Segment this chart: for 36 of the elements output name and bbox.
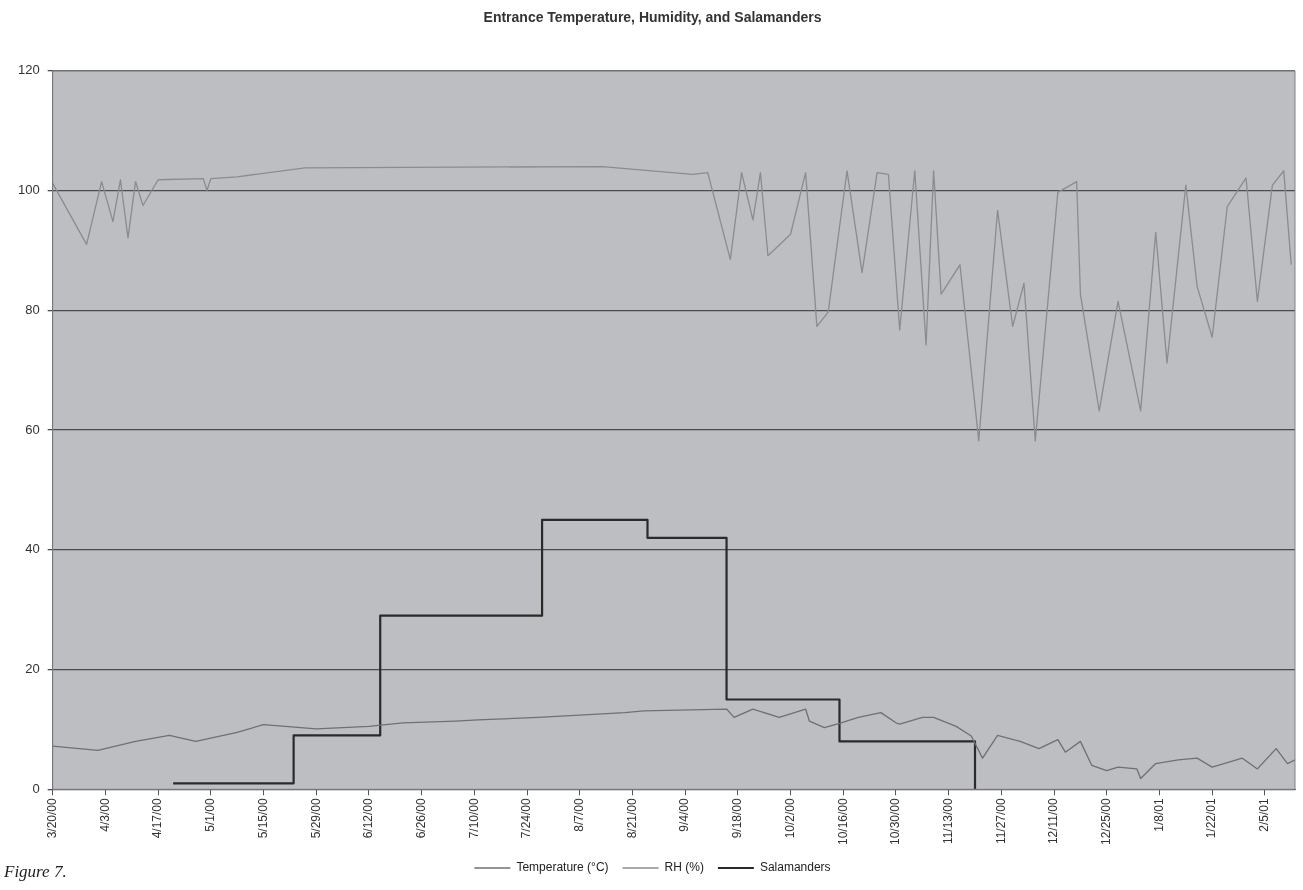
x-tick-label: 9/4/00 — [677, 797, 692, 832]
x-tick-label: 10/16/00 — [835, 797, 850, 846]
y-tick-label: 120 — [17, 62, 40, 78]
caption: Figure 7. — [4, 862, 67, 882]
legend-label: Temperature (°C) — [516, 860, 609, 875]
y-tick-label: 0 — [32, 780, 40, 796]
y-tick-label: 60 — [25, 421, 40, 437]
x-tick-label: 12/11/00 — [1046, 797, 1061, 845]
x-tick-label: 8/7/00 — [572, 797, 587, 832]
y-tick-label: 100 — [17, 182, 40, 198]
x-tick-label: 7/24/00 — [519, 797, 534, 839]
x-tick-label: 5/1/00 — [203, 797, 218, 832]
y-tick-label: 40 — [25, 541, 40, 557]
x-tick-label: 7/10/00 — [466, 797, 481, 839]
x-tick-label: 11/27/00 — [993, 797, 1008, 845]
x-tick-label: 10/30/00 — [888, 797, 903, 846]
x-tick-label: 11/13/00 — [940, 797, 955, 845]
x-tick-label: 5/29/00 — [308, 797, 323, 839]
x-tick-label: 10/2/00 — [782, 797, 797, 839]
x-tick-label: 4/3/00 — [97, 797, 112, 832]
legend-label: Salamanders — [759, 860, 831, 875]
x-tick-label: 1/22/01 — [1204, 797, 1219, 839]
x-tick-label: 12/25/00 — [1099, 797, 1114, 846]
y-tick-label: 80 — [25, 301, 40, 317]
x-tick-label: 9/18/00 — [730, 797, 745, 839]
x-tick-label: 3/20/00 — [45, 797, 59, 839]
x-tick-label: 1/8/01 — [1151, 797, 1166, 832]
x-tick-label: 2/5/01 — [1257, 797, 1272, 832]
x-tick-label: 6/12/00 — [361, 797, 376, 839]
y-tick-label: 20 — [25, 661, 40, 677]
x-tick-label: 4/17/00 — [150, 797, 165, 839]
x-tick-label: 5/15/00 — [255, 797, 270, 839]
x-tick-label: 6/26/00 — [413, 797, 428, 839]
legend-label: RH (%) — [664, 860, 704, 875]
chart-title: Entrance Temperature, Humidity, and Salamanders — [483, 9, 822, 26]
x-tick-label: 8/21/00 — [624, 797, 639, 839]
